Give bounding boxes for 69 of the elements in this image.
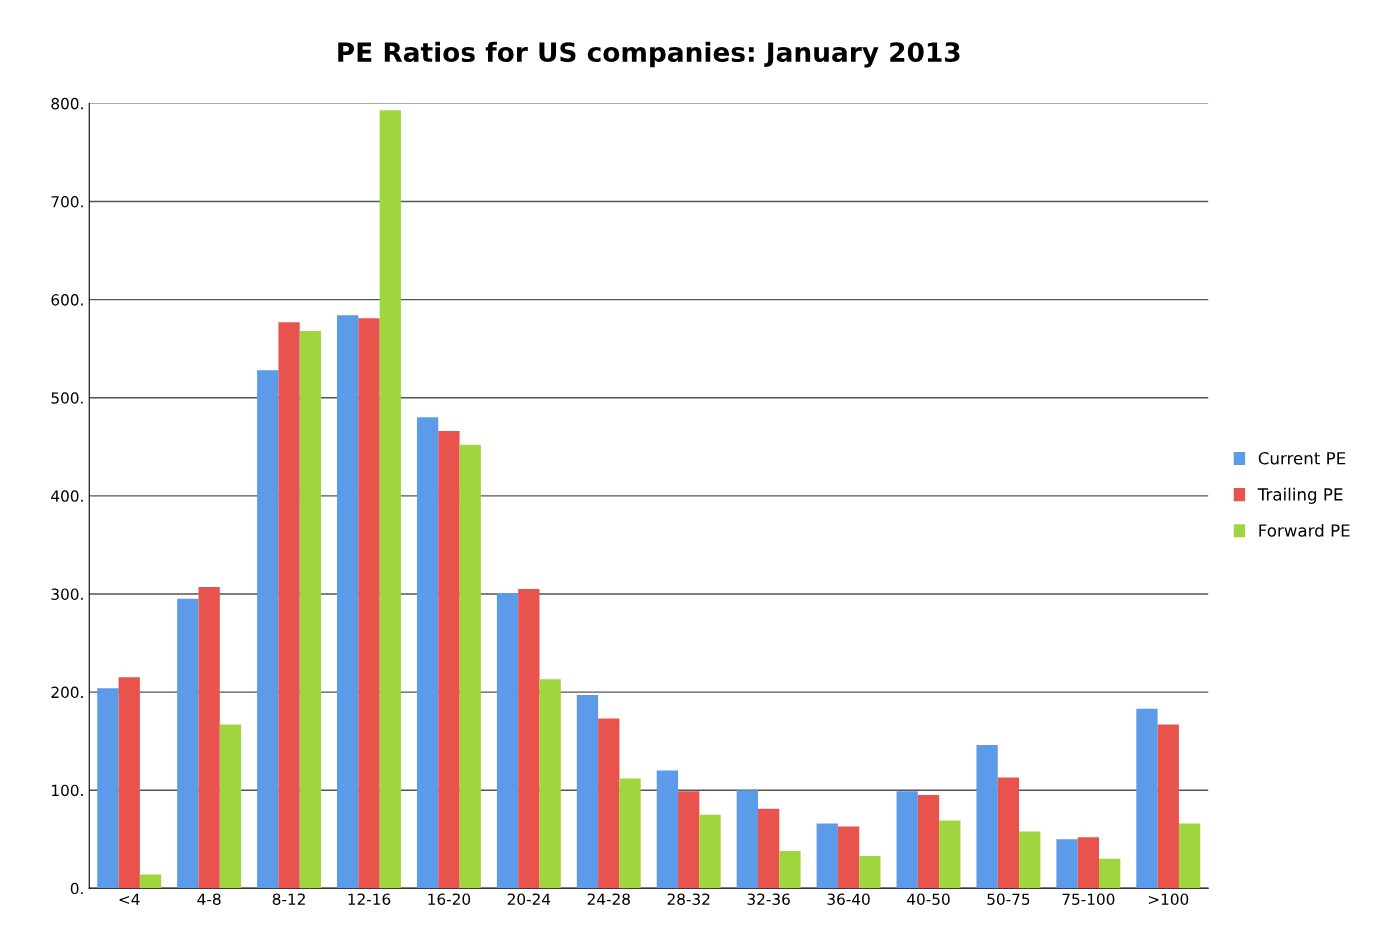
bar	[438, 431, 460, 889]
bar	[779, 851, 801, 889]
bar	[939, 820, 961, 889]
bar	[1099, 858, 1121, 889]
bar	[859, 855, 881, 889]
x-tick-label: 24-28	[587, 893, 630, 905]
x-tick-label: 8-12	[272, 893, 305, 905]
x-tick-label: 12-16	[348, 893, 391, 905]
bar	[1077, 837, 1099, 889]
y-tick-label: 300.	[51, 588, 83, 600]
legend-label: Forward PE	[1259, 523, 1350, 537]
legend-label: Current PE	[1258, 451, 1346, 465]
bar	[976, 745, 998, 889]
x-tick-label: 36-40	[827, 893, 870, 905]
bar	[459, 444, 481, 889]
bar	[1019, 831, 1041, 889]
bar	[139, 874, 162, 889]
x-tick-label: 75-100	[1062, 893, 1115, 905]
bar	[736, 790, 758, 889]
y-tick-label: 0.	[70, 882, 83, 895]
bar	[539, 679, 561, 889]
bar	[678, 791, 700, 889]
bar	[1056, 839, 1078, 889]
bar	[699, 814, 721, 889]
bar	[257, 370, 279, 889]
bar	[997, 777, 1020, 889]
bar	[496, 592, 519, 889]
bar	[337, 315, 359, 889]
bar	[518, 589, 540, 889]
x-tick-label: 40-50	[907, 893, 950, 905]
y-tick-label: 500.	[51, 392, 83, 404]
y-tick-label: 100.	[52, 784, 83, 797]
y-tick-label: 800.	[51, 97, 83, 110]
bar	[619, 778, 641, 889]
bar	[917, 795, 940, 889]
bar	[1157, 724, 1179, 889]
bar	[1136, 708, 1158, 889]
bar	[757, 808, 780, 889]
bar	[1178, 823, 1201, 889]
bar	[118, 677, 140, 889]
x-tick-label: <4	[119, 893, 140, 905]
bar	[816, 823, 838, 889]
legend-label: Trailing PE	[1257, 487, 1343, 504]
x-tick-label: >100	[1148, 893, 1189, 905]
x-tick-label: 28-32	[667, 893, 710, 905]
y-tick-label: 700.	[51, 195, 83, 208]
bar	[219, 724, 242, 889]
bar	[177, 598, 199, 889]
bar	[198, 587, 220, 889]
bar	[358, 318, 380, 889]
bar	[896, 791, 918, 889]
bar	[278, 322, 300, 889]
bar	[97, 688, 119, 889]
bar	[576, 695, 599, 889]
chart-title: PE Ratios for US companies: January 2013	[338, 41, 960, 68]
y-tick-label: 600.	[51, 294, 83, 306]
bar	[416, 417, 439, 889]
bar	[299, 331, 322, 889]
bar	[598, 718, 620, 889]
x-tick-label: 32-36	[747, 893, 790, 905]
bar	[379, 110, 401, 889]
y-tick-label: 200.	[51, 686, 83, 699]
x-tick-label: 50-75	[987, 893, 1030, 905]
y-tick-label: 400.	[51, 490, 83, 502]
bar	[837, 826, 860, 889]
x-tick-label: 4-8	[197, 893, 221, 905]
bar	[656, 770, 679, 889]
x-tick-label: 16-20	[428, 893, 471, 905]
x-tick-label: 20-24	[507, 893, 551, 905]
